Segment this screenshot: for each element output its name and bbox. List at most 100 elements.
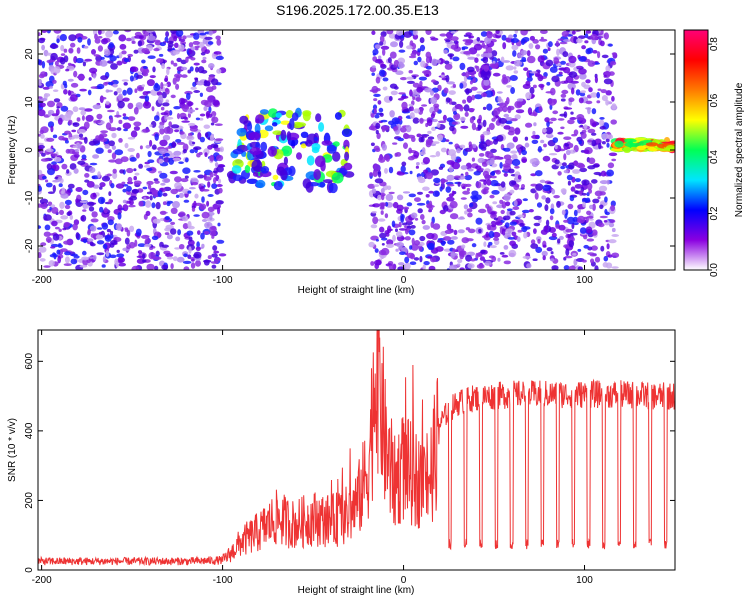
heatmap-cell	[505, 201, 511, 207]
heatmap-cell	[187, 190, 192, 194]
heatmap-cell	[215, 174, 220, 182]
heatmap-cell	[81, 256, 89, 261]
heatmap-cell	[170, 221, 176, 225]
heatmap-cell	[170, 228, 177, 235]
heatmap-cell	[91, 49, 96, 55]
heatmap-cell	[537, 74, 544, 82]
heatmap-cell	[552, 137, 559, 144]
heatmap-cell	[176, 256, 185, 263]
heatmap-cell	[64, 199, 72, 206]
heatmap-cell	[82, 209, 87, 212]
heatmap-cell	[107, 81, 114, 86]
heatmap-cell	[521, 149, 527, 156]
heatmap-cell	[493, 107, 501, 116]
heatmap-cell	[323, 179, 333, 184]
heatmap-cell	[126, 229, 131, 237]
heatmap-cell	[599, 117, 605, 120]
heatmap-cell	[428, 207, 434, 211]
heatmap-cell	[72, 106, 79, 113]
heatmap-cell	[546, 181, 554, 185]
heatmap-cell	[251, 159, 263, 172]
heatmap-cell	[167, 45, 173, 51]
heatmap-cell	[381, 243, 385, 246]
heatmap-cell	[597, 196, 601, 200]
heatmap-cell	[213, 172, 217, 177]
heatmap-cell	[493, 138, 498, 145]
heatmap-cell	[255, 179, 266, 189]
heatmap-cell	[173, 35, 178, 42]
heatmap-cell	[203, 106, 208, 112]
heatmap-cell	[473, 171, 481, 176]
heatmap-cell	[483, 179, 487, 185]
heatmap-cell	[135, 228, 142, 236]
heatmap-cell	[509, 240, 516, 247]
heatmap-cell	[541, 195, 547, 200]
heatmap-cell	[154, 115, 160, 122]
heatmap-cell	[557, 171, 562, 176]
heatmap-cell	[604, 208, 608, 215]
heatmap-cell	[70, 82, 79, 88]
heatmap-cell	[395, 152, 402, 157]
heatmap-cell	[84, 108, 93, 112]
heatmap-cell	[115, 223, 123, 231]
heatmap-cell	[474, 57, 479, 63]
heatmap-cell	[607, 254, 613, 258]
heatmap-cell	[399, 251, 406, 255]
heatmap-cell	[90, 218, 99, 223]
heatmap-cell	[105, 30, 113, 38]
heatmap-cell	[164, 232, 170, 236]
heatmap-cell	[133, 126, 140, 131]
heatmap-cell	[129, 225, 135, 232]
heatmap-cell	[427, 119, 433, 127]
heatmap-cell	[611, 95, 615, 102]
heatmap-cell	[529, 71, 538, 74]
heatmap-cell	[174, 129, 180, 133]
heatmap-cell	[87, 238, 94, 242]
heatmap-cell	[153, 178, 159, 182]
heatmap-cell	[446, 196, 455, 202]
heatmap-cell	[569, 232, 578, 236]
heatmap-cell	[462, 190, 470, 195]
heatmap-cell	[63, 221, 71, 228]
heatmap-cell	[395, 70, 404, 75]
heatmap-cell	[379, 232, 387, 239]
heatmap-cell	[151, 235, 159, 241]
heatmap-cell	[386, 185, 392, 191]
heatmap-cell	[123, 58, 130, 63]
heatmap-cell	[156, 58, 164, 64]
heatmap-cell	[525, 92, 532, 100]
heatmap-cell	[513, 200, 518, 207]
heatmap-cell	[504, 222, 510, 229]
heatmap-cell	[41, 30, 48, 33]
heatmap-cell	[396, 30, 404, 36]
heatmap-cell	[514, 114, 521, 120]
heatmap-cell	[196, 81, 205, 86]
heatmap-cell	[603, 255, 609, 262]
heatmap-cell	[423, 261, 430, 266]
heatmap-cell	[195, 66, 199, 73]
heatmap-cell	[170, 60, 174, 65]
x-tick-label: -200	[32, 275, 52, 286]
heatmap-cell	[193, 251, 202, 259]
heatmap-cell	[209, 214, 213, 221]
heatmap-cell	[55, 226, 60, 230]
heatmap-cell	[88, 206, 95, 212]
heatmap-cell	[571, 222, 575, 230]
heatmap-cell	[78, 107, 86, 111]
heatmap-cell	[412, 96, 416, 101]
heatmap-cell	[210, 122, 215, 126]
heatmap-cell	[374, 259, 382, 266]
heatmap-cell	[170, 263, 174, 270]
heatmap-cell	[556, 48, 560, 56]
heatmap-cell	[611, 252, 620, 258]
heatmap-cell	[65, 68, 70, 72]
y-tick-label: -10	[24, 190, 35, 205]
heatmap-cell	[516, 98, 524, 102]
heatmap-cell	[448, 90, 456, 95]
heatmap-cell	[67, 89, 71, 96]
heatmap-cell	[186, 92, 191, 101]
heatmap-cell	[493, 237, 500, 241]
heatmap-cell	[533, 122, 537, 127]
heatmap-cell	[464, 210, 468, 215]
